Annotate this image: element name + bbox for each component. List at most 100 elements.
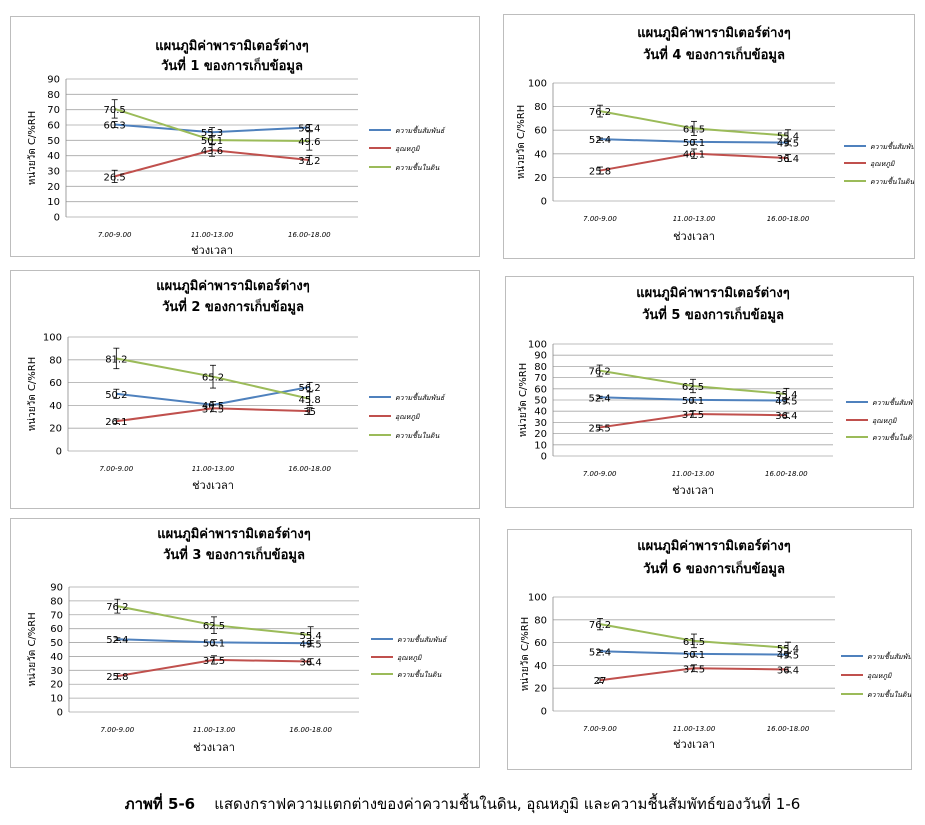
data-label: 27: [594, 676, 607, 687]
y-tick-label: 50: [47, 136, 60, 147]
y-tick-label: 10: [47, 197, 60, 208]
data-label: 55.4: [777, 132, 799, 143]
y-tick-label: 40: [49, 401, 62, 412]
data-label: 25.5: [589, 423, 611, 434]
y-tick-label: 0: [54, 213, 60, 224]
y-tick-label: 0: [57, 708, 63, 719]
y-tick-label: 80: [534, 102, 547, 113]
x-axis-label: ช่วงเวลา: [193, 741, 235, 754]
x-tick-label: 11.00-13.00: [192, 465, 235, 473]
y-tick-label: 40: [534, 661, 547, 672]
y-tick-label: 0: [541, 197, 547, 208]
figure-caption-label: ภาพที่ 5-6: [124, 795, 196, 813]
data-label: 49.5: [777, 139, 799, 150]
x-tick-label: 16.00-18.00: [767, 725, 810, 733]
data-label: 70.5: [104, 105, 126, 116]
figure-caption: ภาพที่ 5-6 แสดงกราฟความแตกต่างของค่าความ…: [0, 792, 925, 816]
chart-title-line1: แผนภูมิค่าพารามิเตอร์ต่างๆ: [637, 25, 791, 41]
y-tick-label: 80: [534, 615, 547, 626]
y-tick-label: 60: [534, 638, 547, 649]
y-tick-label: 100: [43, 333, 62, 344]
legend-label-2: อุณหภูมิ: [872, 417, 898, 425]
data-label: 50.1: [683, 650, 705, 661]
y-axis-label: หน่วยวัด C/%RH: [27, 111, 38, 186]
y-tick-label: 30: [47, 167, 60, 178]
x-tick-label: 11.00-13.00: [191, 231, 234, 239]
data-label: 56.2: [299, 383, 321, 394]
legend-label-2: อุณหภูมิ: [870, 160, 896, 168]
y-tick-label: 60: [47, 121, 60, 132]
data-label: 36.4: [775, 411, 797, 422]
chart-title-line1: แผนภูมิค่าพารามิเตอร์ต่างๆ: [157, 526, 311, 542]
y-tick-label: 90: [534, 351, 547, 362]
data-label: 37.5: [682, 410, 704, 421]
data-label: 55.3: [201, 128, 223, 139]
y-tick-label: 100: [528, 340, 547, 351]
y-tick-label: 60: [534, 126, 547, 137]
x-axis-label: ช่วงเวลา: [672, 484, 714, 497]
y-tick-label: 10: [50, 694, 63, 705]
data-label: 52.4: [589, 647, 611, 658]
data-label: 58.4: [298, 123, 320, 134]
x-tick-label: 16.00-18.00: [767, 215, 810, 223]
y-axis-label: หน่วยวัด C/%RH: [516, 105, 527, 180]
data-label: 37.5: [202, 404, 224, 415]
y-tick-label: 60: [534, 384, 547, 395]
data-label: 55.4: [775, 390, 797, 401]
legend-label-3: ความชื้นในดิน: [867, 689, 911, 699]
legend-label-3: ความชื้นในดิน: [397, 669, 441, 679]
x-tick-label: 11.00-13.00: [193, 726, 236, 734]
y-tick-label: 50: [534, 396, 547, 407]
data-label: 60.3: [104, 121, 126, 132]
data-label: 26.1: [105, 417, 127, 428]
x-axis-label: ช่วงเวลา: [673, 738, 715, 751]
data-label: 52.4: [589, 135, 611, 146]
legend-label-2: อุณหภูมิ: [395, 413, 421, 421]
y-tick-label: 20: [47, 182, 60, 193]
y-tick-label: 20: [534, 173, 547, 184]
y-axis-label: หน่วยวัด C/%RH: [27, 357, 38, 432]
x-tick-label: 7.00-9.00: [100, 726, 134, 734]
data-label: 76.2: [589, 367, 611, 378]
x-tick-label: 16.00-18.00: [288, 231, 331, 239]
y-tick-label: 20: [50, 680, 63, 691]
y-axis-label: หน่วยวัด C/%RH: [520, 617, 531, 692]
x-axis-label: ช่วงเวลา: [192, 479, 234, 492]
y-tick-label: 40: [534, 149, 547, 160]
y-tick-label: 20: [534, 684, 547, 695]
y-tick-label: 20: [534, 429, 547, 440]
y-axis-label: หน่วยวัด C/%RH: [518, 363, 529, 438]
data-label: 55.4: [300, 631, 322, 642]
x-tick-label: 11.00-13.00: [673, 215, 716, 223]
chart-panel-day-1: แผนภูมิค่าพารามิเตอร์ต่างๆ วันที่ 1 ของกา…: [10, 16, 480, 257]
chart-title-line2: วันที่ 5 ของการเก็บข้อมูล: [642, 305, 784, 323]
y-tick-label: 40: [534, 407, 547, 418]
chart-title-line1: แผนภูมิค่าพารามิเตอร์ต่างๆ: [636, 285, 790, 301]
legend-label-3: ความชื้นในดิน: [872, 432, 913, 442]
x-tick-label: 16.00-18.00: [765, 470, 808, 478]
data-label: 26.5: [104, 172, 126, 183]
chart-panel-day-6: แผนภูมิค่าพารามิเตอร์ต่างๆ วันที่ 6 ของกา…: [507, 529, 912, 770]
y-tick-label: 80: [534, 362, 547, 373]
chart-title-line1: แผนภูมิค่าพารามิเตอร์ต่างๆ: [637, 538, 791, 554]
chart-panel-day-3: แผนภูมิค่าพารามิเตอร์ต่างๆ วันที่ 3 ของกา…: [10, 518, 480, 768]
y-tick-label: 80: [49, 355, 62, 366]
data-label: 52.4: [106, 635, 128, 646]
data-label: 50.1: [683, 138, 705, 149]
legend-label-3: ความชื้นในดิน: [395, 162, 439, 172]
data-label: 25.8: [106, 672, 128, 683]
data-label: 49.5: [775, 397, 797, 408]
x-tick-label: 7.00-9.00: [99, 465, 133, 473]
data-label: 36.4: [777, 154, 799, 165]
x-tick-label: 11.00-13.00: [673, 725, 716, 733]
data-label: 45.8: [299, 395, 321, 406]
y-tick-label: 70: [47, 105, 60, 116]
legend-label-1: ความชื้นสัมพันธ์: [867, 651, 911, 661]
data-label: 36.4: [300, 657, 322, 668]
y-tick-label: 80: [50, 596, 63, 607]
data-label: 76.2: [106, 602, 128, 613]
legend-label-1: ความชื้นสัมพันธ์: [870, 141, 914, 151]
